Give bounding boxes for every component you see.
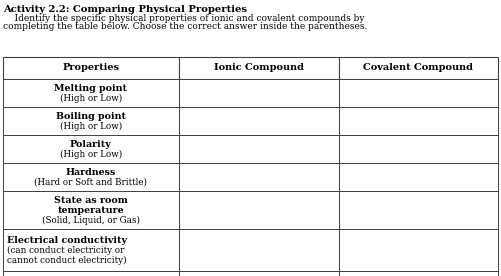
Text: (High or Low): (High or Low) [60, 122, 122, 131]
Text: Ionic Compound: Ionic Compound [213, 63, 304, 73]
Bar [3, 107, 179, 135]
Bar [339, 163, 498, 191]
Text: Activity 2.2: Comparing Physical Properties: Activity 2.2: Comparing Physical Propert… [3, 5, 247, 14]
Text: Identify the specific physical properties of ionic and covalent compounds by: Identify the specific physical propertie… [3, 14, 365, 23]
Bar [179, 191, 339, 229]
Bar [339, 271, 498, 276]
Bar [339, 79, 498, 107]
Bar [179, 229, 339, 271]
Bar [339, 107, 498, 135]
Text: Polarity: Polarity [70, 140, 112, 149]
Text: (High or Low): (High or Low) [60, 150, 122, 159]
Text: (Hard or Soft and Brittle): (Hard or Soft and Brittle) [35, 178, 147, 187]
Bar [3, 79, 179, 107]
Bar [3, 163, 179, 191]
Bar [339, 191, 498, 229]
Text: Hardness: Hardness [66, 168, 116, 177]
Bar [339, 229, 498, 271]
Text: Covalent Compound: Covalent Compound [363, 63, 473, 73]
Text: completing the table below. Choose the correct answer inside the parentheses.: completing the table below. Choose the c… [3, 22, 367, 31]
Bar [179, 135, 339, 163]
Bar [179, 271, 339, 276]
Bar [179, 79, 339, 107]
Bar [3, 57, 179, 79]
Bar [179, 107, 339, 135]
Bar [3, 271, 179, 276]
Text: Properties: Properties [62, 63, 119, 73]
Text: (High or Low): (High or Low) [60, 94, 122, 103]
Bar [179, 163, 339, 191]
Bar [339, 135, 498, 163]
Bar [3, 229, 179, 271]
Text: Electrical conductivity: Electrical conductivity [7, 236, 127, 245]
Text: Melting point: Melting point [55, 84, 127, 93]
Bar [179, 57, 339, 79]
Bar [3, 191, 179, 229]
Text: (Solid, Liquid, or Gas): (Solid, Liquid, or Gas) [42, 216, 140, 225]
Text: State as room
temperature: State as room temperature [54, 196, 128, 215]
Bar [3, 135, 179, 163]
Text: (can conduct electricity or
cannot conduct electricity): (can conduct electricity or cannot condu… [7, 245, 127, 265]
Bar [339, 57, 498, 79]
Text: Boiling point: Boiling point [56, 112, 126, 121]
